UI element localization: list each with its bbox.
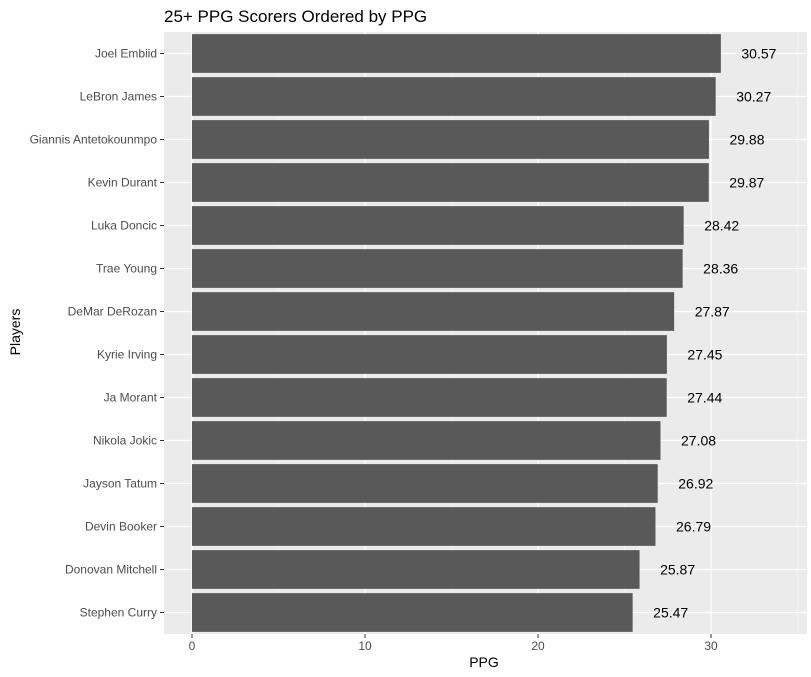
data-label: 25.87 [660, 562, 695, 578]
bar [192, 292, 675, 331]
data-label: 26.92 [678, 476, 713, 492]
chart-title: 25+ PPG Scorers Ordered by PPG [164, 7, 427, 26]
bar [192, 206, 684, 245]
y-tick-label: Luka Doncic [91, 219, 157, 233]
bar [192, 550, 640, 589]
x-tick-label: 10 [358, 639, 372, 653]
y-tick-label: Donovan Mitchell [65, 563, 157, 577]
data-label: 25.47 [653, 605, 688, 621]
data-label: 28.42 [704, 218, 739, 234]
x-axis-title: PPG [469, 654, 499, 670]
bar [192, 593, 633, 632]
y-tick-label: Joel Embiid [95, 47, 157, 61]
x-tick-label: 20 [531, 639, 545, 653]
x-axis: 0 10 20 30 [189, 634, 718, 653]
y-tick-label: LeBron James [80, 90, 157, 104]
data-label: 27.08 [681, 433, 716, 449]
bar [192, 421, 661, 460]
x-tick-label: 30 [704, 639, 718, 653]
bar [192, 120, 709, 159]
data-label: 27.87 [695, 304, 730, 320]
data-label: 30.27 [736, 89, 771, 105]
data-label: 29.88 [729, 132, 764, 148]
bar [192, 34, 721, 73]
data-label: 26.79 [676, 519, 711, 535]
bar [192, 77, 716, 116]
y-tick-label: Nikola Jokic [93, 434, 157, 448]
bar [192, 249, 683, 288]
bar [192, 464, 658, 503]
y-axis: Joel Embiid LeBron James Giannis Antetokou… [30, 47, 164, 620]
bar [192, 335, 667, 374]
y-tick-label: Trae Young [96, 262, 157, 276]
data-labels: 30.57 30.27 29.88 29.87 28.42 28.36 27.87 27.45… [653, 46, 776, 621]
y-tick-label: DeMar DeRozan [68, 305, 157, 319]
bar [192, 507, 656, 546]
data-label: 27.44 [687, 390, 722, 406]
data-label: 30.57 [741, 46, 776, 62]
y-tick-label: Kevin Durant [88, 176, 158, 190]
y-tick-label: Ja Morant [104, 391, 158, 405]
data-label: 28.36 [703, 261, 738, 277]
data-label: 27.45 [687, 347, 722, 363]
data-label: 29.87 [729, 175, 764, 191]
y-tick-label: Giannis Antetokounmpo [30, 133, 158, 147]
y-tick-label: Devin Booker [85, 520, 157, 534]
bars [192, 34, 721, 632]
bar [192, 163, 709, 202]
bar [192, 378, 667, 417]
y-tick-label: Jayson Tatum [83, 477, 157, 491]
y-tick-label: Kyrie Irving [97, 348, 157, 362]
y-axis-title: Players [7, 309, 23, 356]
x-tick-label: 0 [189, 639, 196, 653]
y-tick-label: Stephen Curry [80, 606, 157, 620]
